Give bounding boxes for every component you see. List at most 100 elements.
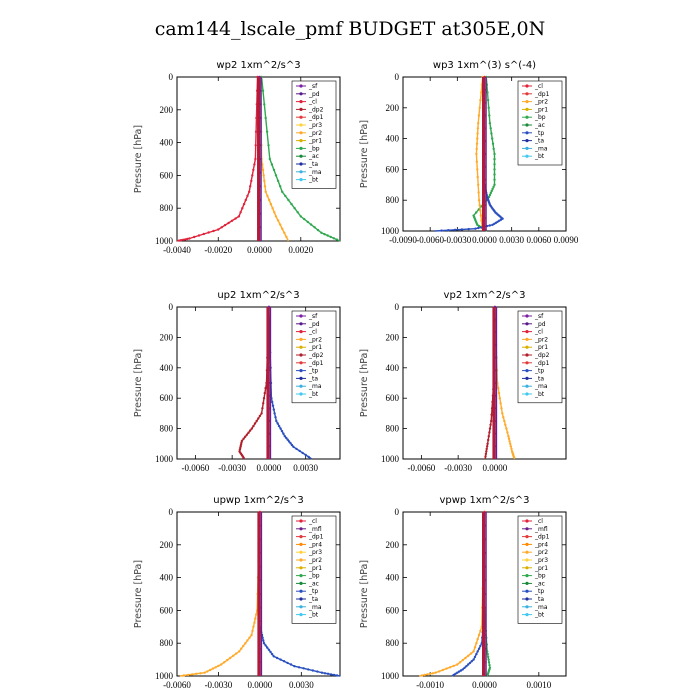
legend-label: _pr3 [308,122,322,129]
y-tick-label: 0 [169,302,174,312]
legend-label: _mfl [308,526,322,533]
series-point-pr2 [479,209,482,212]
legend-marker-bt [299,392,303,396]
legend-marker-ta [299,597,303,601]
series-point-cl [242,202,246,206]
series-point-tp [459,669,463,672]
series-point-pr2 [441,668,444,672]
series-point-tp [289,663,293,666]
series-point-bp [486,655,490,659]
series-point-tp [329,673,333,676]
legend-label: _ac [534,580,545,587]
legend-marker-pr2 [299,131,303,135]
series-point-pr2 [476,132,479,135]
series-point-tp [264,644,267,647]
legend-marker-ma [525,605,529,609]
x-tick-label: 0.0000 [248,680,273,690]
series-point-pr2 [475,152,478,156]
legend-marker-pr1 [299,139,303,143]
series-point-tp [491,223,494,226]
legend-label: _dp2 [308,352,324,359]
series-point-pr2 [264,190,267,193]
y-tick-label: 800 [386,195,400,205]
x-tick-label: 0.0030 [499,235,524,245]
series-point-bp [320,231,323,234]
y-tick-label: 1000 [381,226,400,236]
legend-marker-bt [525,154,529,158]
legend-label: _pr2 [534,99,548,106]
series-point-bp [493,168,496,171]
series-point-pr2 [500,407,503,410]
legend-label: _bt [534,153,545,160]
chart-panel-1: wp2 1xm^2/s^3 Pressure [hPa] 0 200 400 600 800… [133,60,341,255]
series-point-pr2 [479,98,482,102]
x-tick-label: 0.0000 [257,463,282,473]
series-point-dp2 [247,431,250,434]
series-point-pr2 [246,639,249,642]
series-point-tp [272,655,275,658]
series-point-dp2 [253,422,257,425]
legend-label: _sf [308,83,318,90]
legend-marker-bp [299,574,303,578]
series-point-tp [301,451,304,455]
plot-frame [402,306,567,460]
series-point-pr2 [229,656,232,660]
y-tick-label: 600 [160,170,174,180]
y-tick-label: 800 [386,424,400,434]
series-point-tp [480,226,483,229]
y-axis-label: Pressure [hPa] [133,349,144,417]
y-tick-label: 1000 [155,454,174,464]
legend-label: _ma [308,383,322,390]
series-point-bp [487,661,491,664]
legend-marker-tp [525,589,529,593]
series-point-pr2 [191,673,194,676]
series-point-pr2 [251,629,254,633]
series-line-pr2 [259,76,290,242]
x-tick-label: 0.0000 [247,245,272,255]
x-tick-label: 0.0030 [293,463,318,473]
series-point-pr2 [238,650,241,653]
legend-label: _ta [308,375,318,382]
series-point-tp [320,671,324,674]
series-point-pr2 [476,637,479,641]
legend-label: _pr2 [308,336,322,343]
legend-marker-pr4 [525,542,529,547]
series-point-bp [290,202,293,206]
x-tick-label: -0.0010 [416,680,444,690]
series-point-pr2 [232,654,235,657]
series-point-dp2 [239,444,242,448]
series-point-bp [487,658,490,661]
x-tick-label: -0.0030 [218,463,246,473]
y-tick-label: 800 [160,424,174,434]
legend-marker-ta [525,597,529,601]
series-point-pr2 [478,204,481,207]
series-point-dp2 [264,386,267,390]
series-point-cl [254,157,257,161]
series-point-pr2 [475,642,478,645]
series-point-bp [488,122,492,125]
x-tick-label: 0.0030 [289,680,314,690]
series-line-tp [451,610,486,677]
series-point-bp [491,187,494,191]
series-point-pr2 [254,617,257,620]
y-axis-label: Pressure [hPa] [359,349,370,417]
series-point-tp [440,229,443,232]
series-point-pr2 [478,106,481,110]
series-point-cl [237,215,241,218]
legend-box [291,515,337,624]
legend-label: _pr4 [534,541,548,548]
series-point-tp [282,660,286,663]
series-point-bp [326,234,329,237]
y-tick-label: 200 [386,103,400,113]
series-point-pr2 [472,650,475,653]
series-point-tp [286,438,289,441]
legend-label: _ma [308,604,322,611]
series-point-pr2 [473,646,477,649]
legend-label: _cl [308,329,317,336]
series-point-bp [316,228,320,232]
series-point-cl [177,239,181,242]
y-tick-label: 0 [395,302,400,312]
series-point-pr2 [506,431,509,434]
series-point-tp [465,665,468,668]
series-point-bp [491,137,494,140]
